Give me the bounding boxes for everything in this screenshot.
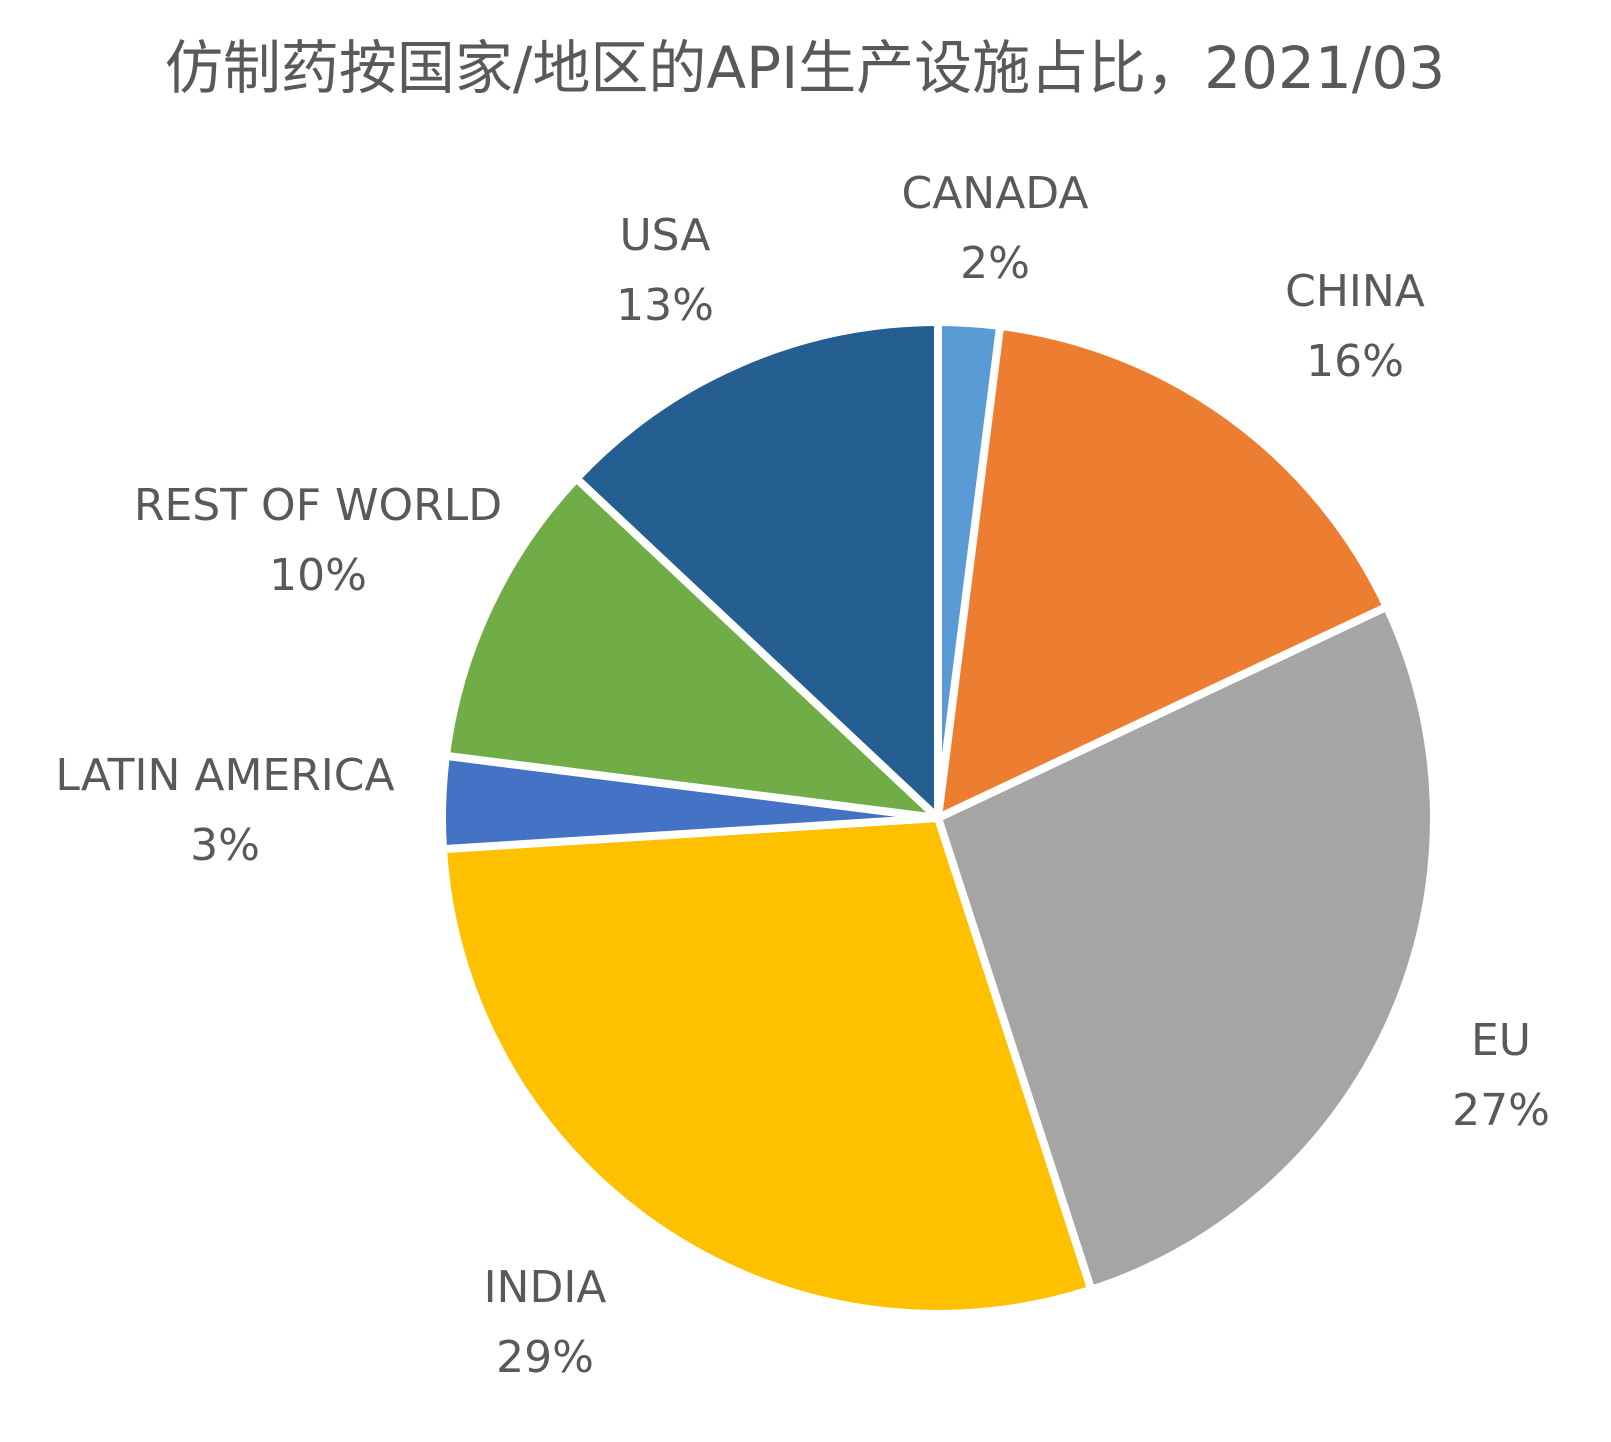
slice-value-latin-america: 3% [190,820,260,871]
slice-value-usa: 13% [616,280,714,331]
slice-value-rest-of-world: 10% [269,550,367,601]
slice-label-canada: CANADA [901,168,1088,219]
slice-label-china: CHINA [1285,266,1425,317]
slice-label-india: INDIA [484,1262,607,1313]
slice-value-eu: 27% [1452,1085,1550,1136]
slice-labels: CANADA 2% CHINA 16% EU 27% INDIA 29% LATIN AMERI… [55,168,1550,1383]
pie-slice-rest-of-world [441,474,942,822]
pie-slice-usa [572,318,942,822]
slice-label-usa: USA [619,210,710,261]
pie-slice-india [438,814,1096,1318]
slice-label-rest-of-world: REST OF WORLD [134,480,502,531]
slice-label-eu: EU [1471,1015,1531,1066]
slice-value-india: 29% [496,1332,594,1383]
pie-slice-eu [934,602,1438,1294]
slice-value-canada: 2% [960,238,1030,289]
pie-slice-china [934,321,1391,822]
chart-title: 仿制药按国家/地区的API生产设施占比，2021/03 [165,34,1445,102]
pie-slices [438,318,1438,1318]
slice-label-latin-america: LATIN AMERICA [55,750,394,801]
slice-value-china: 16% [1306,336,1404,387]
